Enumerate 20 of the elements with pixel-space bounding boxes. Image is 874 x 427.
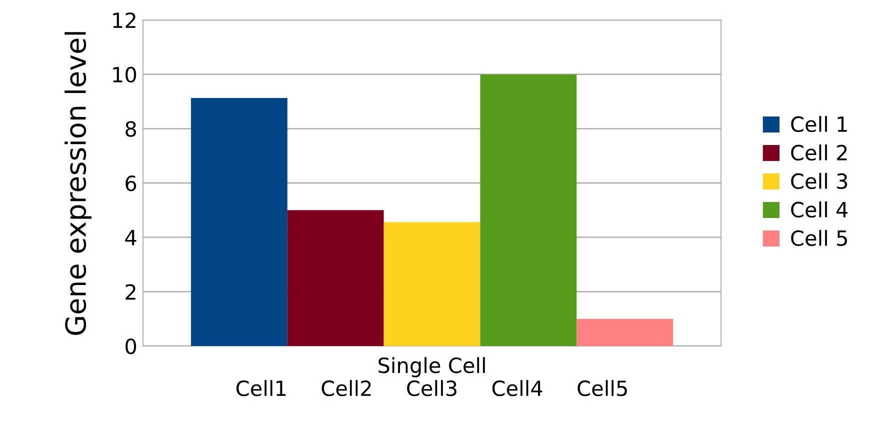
y-axis-title: Gene expression level xyxy=(64,32,92,335)
legend-label: Cell 5 xyxy=(791,230,847,246)
bar xyxy=(287,210,384,346)
legend-label: Cell 2 xyxy=(791,144,847,161)
legend-label: Cell 4 xyxy=(791,201,848,218)
bar xyxy=(576,318,674,346)
y-tick-label: 12 xyxy=(113,12,136,28)
bar xyxy=(190,98,288,346)
legend-label: Cell 3 xyxy=(791,172,848,190)
y-tick-label: 8 xyxy=(126,121,136,137)
y-tick-label: 2 xyxy=(126,284,136,300)
y-tick-label: 0 xyxy=(126,338,136,354)
legend-label: Cell 1 xyxy=(791,116,847,132)
y-tick-label: 10 xyxy=(113,66,136,83)
bar xyxy=(480,74,577,346)
x-axis-title: Cell1 Cell2 Cell3 Cell4 Cell5 xyxy=(236,380,627,396)
x-tick-label: Single Cell xyxy=(378,357,485,378)
y-tick-label: 6 xyxy=(126,175,136,192)
y-tick-label: 4 xyxy=(125,230,136,246)
bar xyxy=(384,222,480,346)
